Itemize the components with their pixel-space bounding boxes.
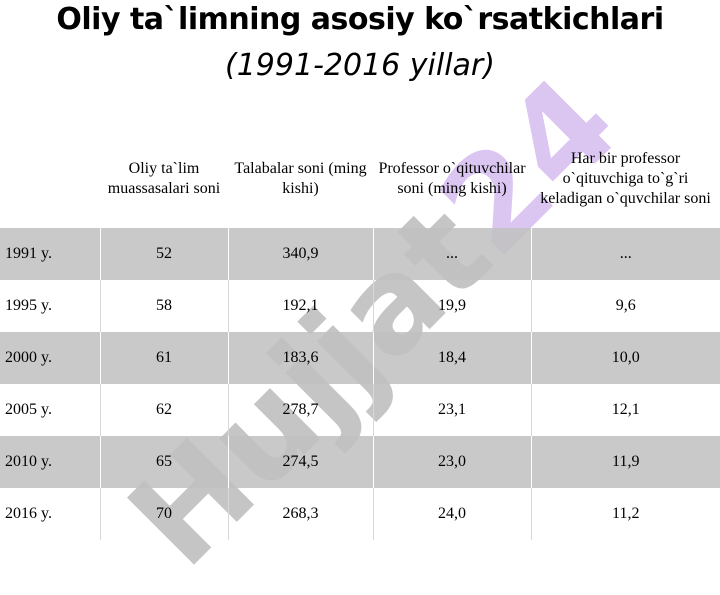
cell-students: 274,5	[228, 436, 374, 488]
header-cell-institutions: Oliy ta`lim muassasalari soni	[107, 160, 221, 197]
table-row: 2016 y. 70 268,3 24,0 11,2	[0, 488, 720, 540]
cell-students: 192,1	[228, 280, 374, 332]
cell-students-per-professor: 12,1	[611, 401, 640, 418]
cell-students-per-professor: 11,9	[531, 436, 720, 488]
cell-professors: 18,4	[373, 332, 532, 384]
cell-year: 1995 y.	[0, 280, 101, 332]
cell-professors: 24,0	[373, 488, 532, 540]
cell-students-per-professor: 10,0	[531, 332, 720, 384]
cell-professors: 23,1	[373, 384, 532, 436]
cell-institutions: 62	[100, 384, 229, 436]
cell-professors: ...	[373, 228, 532, 280]
header-cell-students-per-professor: Har bir professor o`qituvchiga to`g`ri k…	[540, 150, 711, 207]
cell-year: 2000 y.	[0, 332, 101, 384]
cell-year: 1991 y.	[0, 228, 101, 280]
table-row: 2010 y. 65 274,5 23,0 11,9	[0, 436, 720, 488]
page-title: Oliy ta`limning asosiy ko`rsatkichlari	[56, 2, 664, 37]
cell-institutions: 70	[100, 488, 229, 540]
cell-students: 268,3	[228, 488, 374, 540]
cell-institutions: 61	[100, 332, 229, 384]
cell-professors: 23,0	[373, 436, 532, 488]
header-cell-students: Talabalar soni (ming kishi)	[234, 160, 367, 197]
cell-students-per-professor: 9,6	[615, 297, 636, 314]
cell-students: 340,9	[228, 228, 374, 280]
cell-year: 2005 y.	[0, 384, 101, 436]
header-cell-year	[0, 130, 100, 228]
table-header-row: Oliy ta`lim muassasalari soni Talabalar …	[0, 130, 720, 228]
page-subtitle: (1991-2016 yillar)	[225, 48, 495, 83]
cell-students-per-professor: ...	[531, 228, 720, 280]
table-row: 1991 y. 52 340,9 ... ...	[0, 228, 720, 280]
cell-students: 278,7	[228, 384, 374, 436]
cell-institutions: 52	[100, 228, 229, 280]
cell-year: 2016 y.	[0, 488, 101, 540]
cell-students-per-professor: 11,2	[612, 505, 640, 522]
header-cell-professors: Professor o`qituvchilar soni (ming kishi…	[378, 160, 526, 197]
statistics-table: Oliy ta`lim muassasalari soni Talabalar …	[0, 130, 720, 540]
cell-year: 2010 y.	[0, 436, 101, 488]
cell-students: 183,6	[228, 332, 374, 384]
table-row: 2000 y. 61 183,6 18,4 10,0	[0, 332, 720, 384]
table-row: 1995 y. 58 192,1 19,9 9,6	[0, 280, 720, 332]
table-row: 2005 y. 62 278,7 23,1 12,1	[0, 384, 720, 436]
cell-institutions: 65	[100, 436, 229, 488]
cell-professors: 19,9	[373, 280, 532, 332]
cell-institutions: 58	[100, 280, 229, 332]
